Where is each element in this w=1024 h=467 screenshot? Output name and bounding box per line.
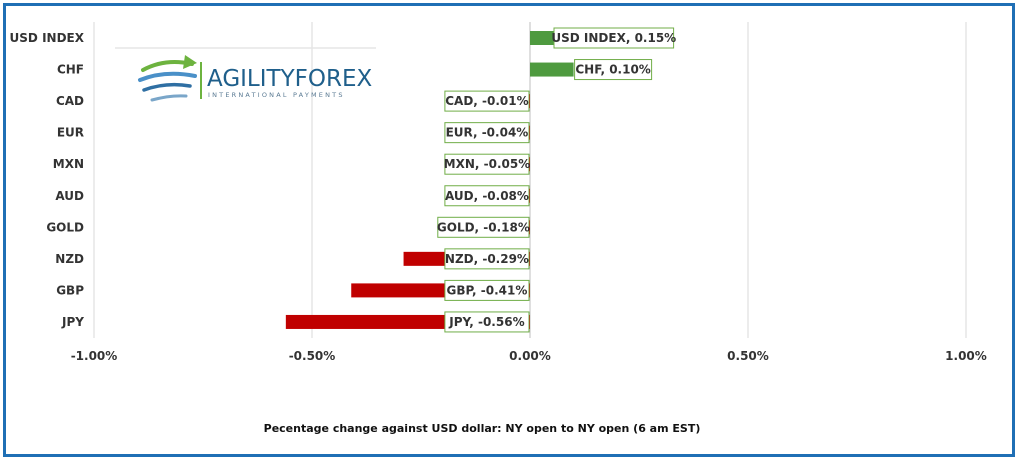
- svg-text:MXN, -0.05%: MXN, -0.05%: [444, 157, 531, 171]
- svg-text:USD INDEX, 0.15%: USD INDEX, 0.15%: [551, 31, 676, 45]
- category-label: JPY: [61, 315, 84, 329]
- category-label: USD INDEX: [10, 31, 85, 45]
- data-label: GOLD, -0.18%: [437, 216, 530, 238]
- x-tick-label: -0.50%: [289, 349, 336, 363]
- x-tick-label: -1.00%: [71, 349, 118, 363]
- data-label: NZD, -0.29%: [444, 248, 530, 270]
- data-label: AUD, -0.08%: [444, 185, 530, 207]
- category-labels: USD INDEX CHF CAD EUR MXN AUD GOLD NZD GBP JPY: [10, 31, 85, 329]
- x-tick-label: 1.00%: [945, 349, 987, 363]
- logo-wordmark: AGILITYFOREX: [207, 66, 372, 92]
- data-labels: USD INDEX, 0.15% CHF, 0.10% CAD, -0.01% EUR…: [437, 27, 676, 333]
- category-label: GBP: [56, 283, 84, 297]
- data-label: USD INDEX, 0.15%: [551, 27, 676, 49]
- category-label: EUR: [57, 126, 84, 140]
- svg-text:GBP, -0.41%: GBP, -0.41%: [446, 283, 527, 297]
- svg-text:CAD, -0.01%: CAD, -0.01%: [445, 94, 528, 108]
- svg-text:EUR, -0.04%: EUR, -0.04%: [446, 126, 529, 140]
- data-label: EUR, -0.04%: [444, 122, 530, 144]
- logo-tagline: INTERNATIONAL PAYMENTS: [208, 91, 345, 99]
- svg-text:CHF, 0.10%: CHF, 0.10%: [575, 63, 651, 77]
- data-label: CAD, -0.01%: [444, 90, 530, 112]
- svg-text:AUD, -0.08%: AUD, -0.08%: [445, 189, 529, 203]
- category-label: CHF: [57, 63, 84, 77]
- category-label: CAD: [56, 94, 84, 108]
- data-label: GBP, -0.41%: [444, 279, 530, 301]
- svg-text:NZD, -0.29%: NZD, -0.29%: [445, 252, 529, 266]
- data-label: MXN, -0.05%: [444, 153, 531, 175]
- category-label: GOLD: [46, 220, 84, 234]
- x-tick-label: 0.50%: [727, 349, 769, 363]
- chart-frame: [3, 3, 1015, 457]
- data-label: CHF, 0.10%: [574, 59, 653, 81]
- svg-text:JPY, -0.56%: JPY, -0.56%: [448, 315, 524, 329]
- data-label: JPY, -0.56%: [444, 311, 530, 333]
- category-label: AUD: [55, 189, 84, 203]
- agilityforex-logo: AGILITYFOREX INTERNATIONAL PAYMENTS: [115, 47, 376, 102]
- logo-swirl-icon: [138, 55, 197, 102]
- category-label: NZD: [55, 252, 84, 266]
- x-tick-labels: -1.00% -0.50% 0.00% 0.50% 1.00%: [71, 349, 987, 363]
- x-axis-title: Pecentage change against USD dollar: NY …: [264, 422, 701, 435]
- category-label: MXN: [53, 157, 84, 171]
- svg-text:GOLD, -0.18%: GOLD, -0.18%: [437, 220, 530, 234]
- bar: [530, 62, 574, 77]
- x-tick-label: 0.00%: [509, 349, 551, 363]
